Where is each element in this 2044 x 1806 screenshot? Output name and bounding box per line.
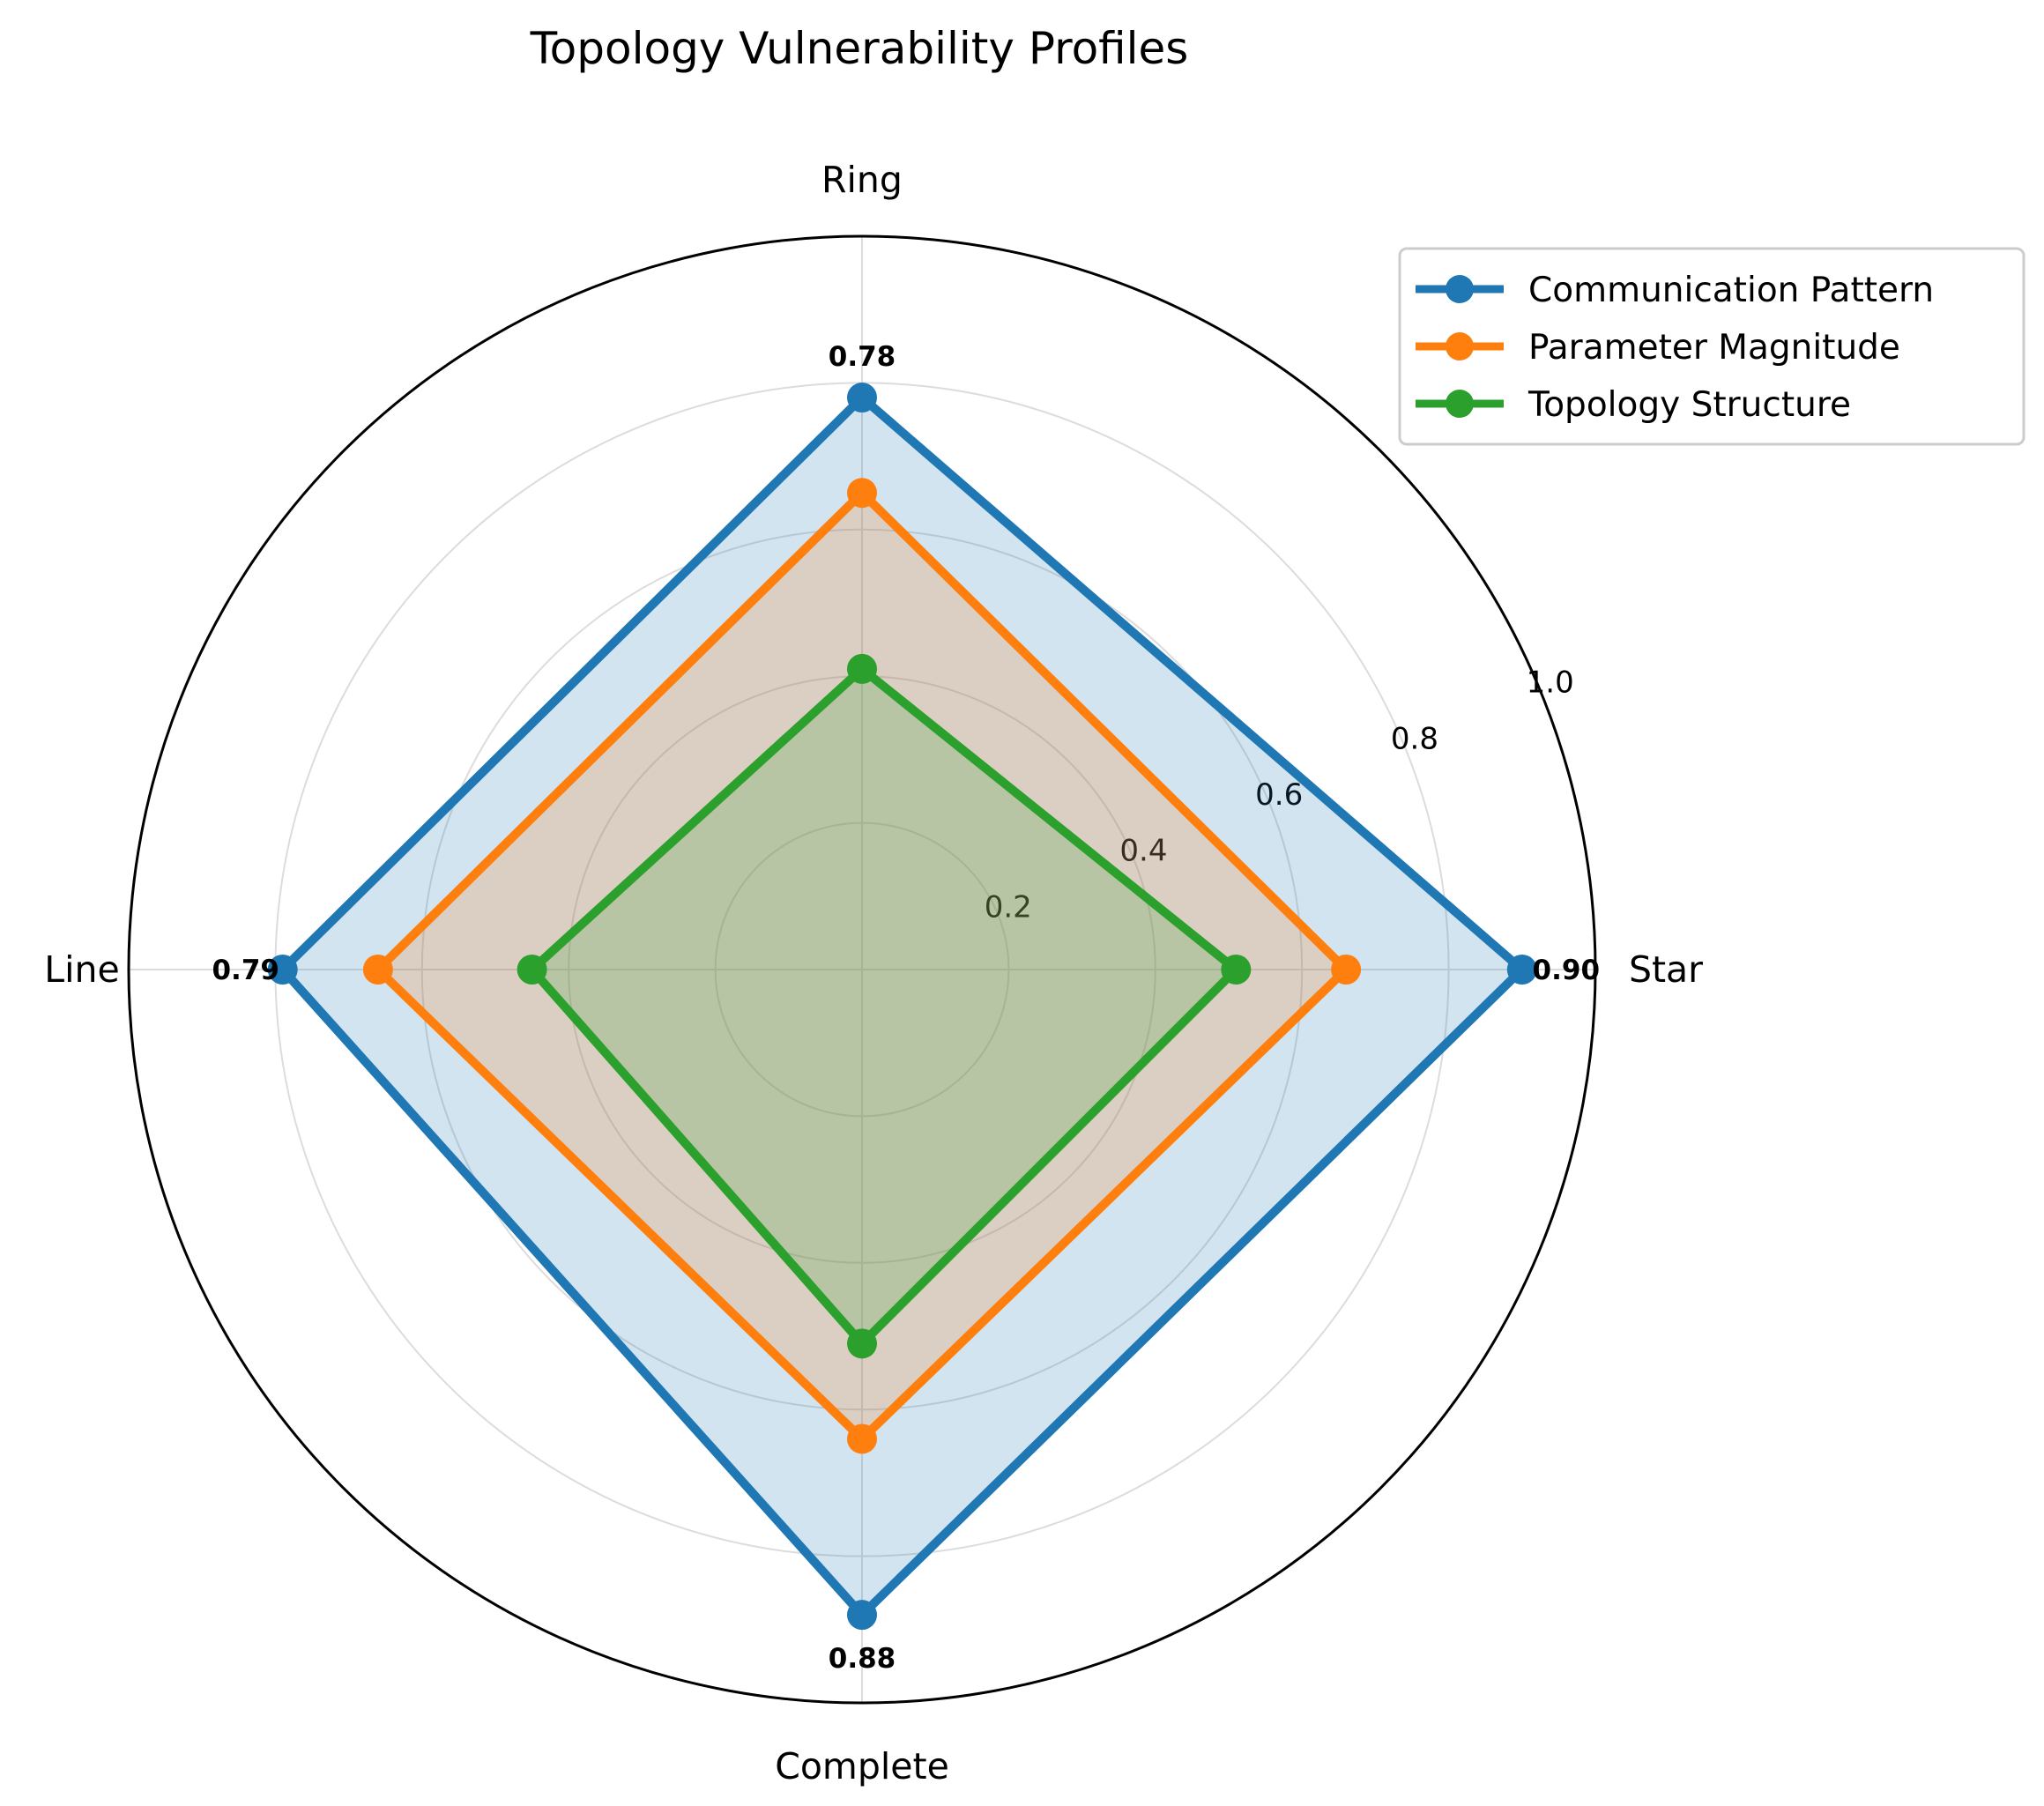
category-label: Complete: [775, 1745, 949, 1787]
data-value-label: 0.78: [829, 341, 896, 373]
legend-box: [1398, 247, 2025, 446]
series-1-point-3: [267, 955, 298, 985]
category-label: Line: [44, 948, 119, 991]
legend-marker-1: [1446, 275, 1474, 303]
series-fill-3: [531, 668, 1237, 1344]
series-1-point-4: [847, 1600, 877, 1631]
legend-label-1: Communication Pattern: [1528, 271, 1934, 310]
data-value-label: 0.79: [212, 955, 279, 986]
series-2-point-4: [847, 1423, 877, 1454]
series-1-point-2: [847, 383, 877, 413]
data-value-label: 0.88: [829, 1643, 896, 1675]
series-3-point-2: [847, 653, 877, 684]
series-layer: [267, 383, 1537, 1631]
chart-title: Topology Vulnerability Profiles: [530, 23, 1189, 74]
category-label: Ring: [821, 159, 903, 201]
series-3-point-4: [847, 1328, 877, 1359]
radial-tick-label: 0.2: [985, 889, 1032, 925]
legend: Communication Pattern Parameter Magnitude…: [1398, 247, 2025, 446]
legend-marker-2: [1446, 332, 1474, 360]
radial-tick-label: 0.6: [1255, 777, 1303, 813]
radial-tick-label: 0.4: [1119, 834, 1167, 869]
polar-grid: 0.2 0.4 0.6 0.8 1.0: [127, 234, 1597, 1705]
series-1-point-1: [1506, 955, 1537, 985]
series-2-point-3: [362, 955, 393, 985]
outer-circle: [127, 234, 1597, 1705]
series-2-point-1: [1331, 955, 1362, 985]
series-3-point-3: [517, 955, 547, 985]
category-label: Star: [1629, 948, 1703, 991]
series-2-point-2: [847, 478, 877, 509]
legend-marker-3: [1446, 390, 1474, 418]
data-value-label: 0.90: [1533, 955, 1601, 986]
legend-label-2: Parameter Magnitude: [1528, 328, 1900, 368]
legend-label-3: Topology Structure: [1527, 385, 1851, 425]
radial-tick-label: 1.0: [1527, 665, 1574, 701]
label-layer: Star Ring Line Complete 0.90 0.78 0.79 0.88: [44, 159, 1703, 1787]
series-3-point-1: [1221, 955, 1252, 985]
radial-tick-label: 0.8: [1391, 721, 1438, 756]
